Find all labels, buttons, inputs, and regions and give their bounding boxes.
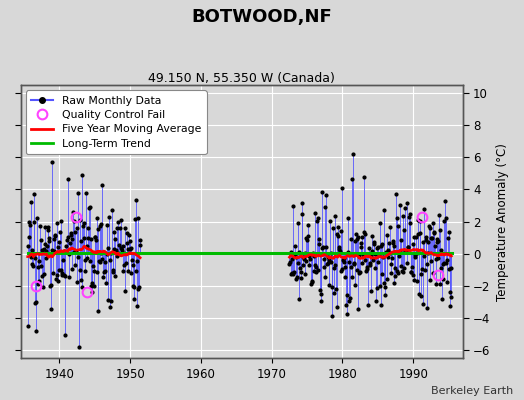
Text: Berkeley Earth: Berkeley Earth xyxy=(431,386,514,396)
Title: 49.150 N, 55.350 W (Canada): 49.150 N, 55.350 W (Canada) xyxy=(148,72,335,85)
Legend: Raw Monthly Data, Quality Control Fail, Five Year Moving Average, Long-Term Tren: Raw Monthly Data, Quality Control Fail, … xyxy=(26,90,206,154)
Text: BOTWOOD,NF: BOTWOOD,NF xyxy=(192,8,332,26)
Y-axis label: Temperature Anomaly (°C): Temperature Anomaly (°C) xyxy=(496,143,509,300)
